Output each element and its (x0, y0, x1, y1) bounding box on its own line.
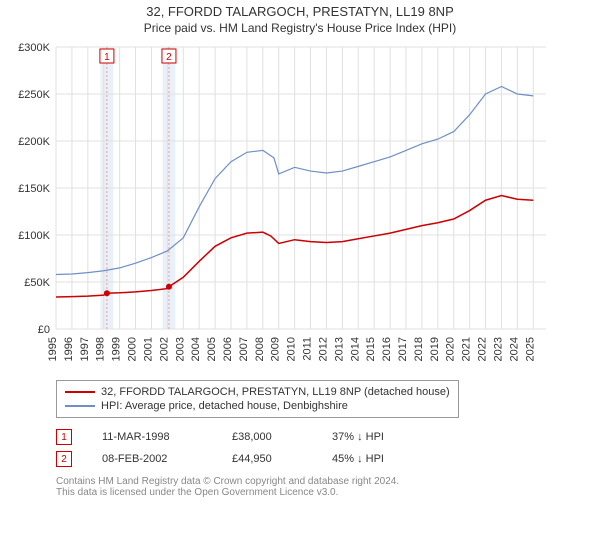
legend-label: HPI: Average price, detached house, Denb… (101, 400, 348, 412)
svg-text:£150K: £150K (18, 183, 50, 195)
svg-text:1996: 1996 (63, 337, 75, 361)
svg-text:1998: 1998 (95, 337, 107, 361)
svg-text:£50K: £50K (24, 277, 50, 289)
svg-text:1999: 1999 (111, 337, 123, 361)
chart-area: £0 £50K £100K £150K £200K £250K £300K 1995 1996 1… (0, 39, 600, 374)
svg-text:£200K: £200K (18, 136, 50, 148)
legend-item-hpi: HPI: Average price, detached house, Denb… (65, 399, 450, 413)
footer-line: Contains HM Land Registry data © Crown c… (56, 476, 600, 487)
svg-text:2017: 2017 (397, 337, 409, 361)
svg-text:2010: 2010 (286, 337, 298, 361)
legend-label: 32, FFORDD TALARGOCH, PRESTATYN, LL19 8N… (101, 386, 450, 398)
footer: Contains HM Land Registry data © Crown c… (56, 476, 600, 498)
svg-text:2016: 2016 (381, 337, 393, 361)
markers-table: 1 11-MAR-1998 £38,000 37% ↓ HPI 2 08-FEB… (56, 426, 600, 470)
svg-text:2001: 2001 (142, 337, 154, 361)
svg-text:2025: 2025 (524, 337, 536, 361)
svg-text:2000: 2000 (127, 337, 139, 361)
marker-price: £44,950 (232, 453, 302, 465)
svg-text:2020: 2020 (445, 337, 457, 361)
marker-badge: 1 (56, 429, 72, 445)
svg-text:2012: 2012 (317, 337, 329, 361)
svg-text:2018: 2018 (413, 337, 425, 361)
footer-line: This data is licensed under the Open Gov… (56, 487, 600, 498)
page-subtitle: Price paid vs. HM Land Registry's House … (0, 19, 600, 39)
svg-text:2: 2 (166, 52, 172, 63)
svg-text:2004: 2004 (190, 337, 202, 361)
table-row: 2 08-FEB-2002 £44,950 45% ↓ HPI (56, 448, 600, 470)
svg-text:2005: 2005 (206, 337, 218, 361)
svg-text:2014: 2014 (349, 337, 361, 361)
svg-text:2013: 2013 (333, 337, 345, 361)
svg-text:2009: 2009 (270, 337, 282, 361)
svg-text:1997: 1997 (79, 337, 91, 361)
marker-pct: 45% ↓ HPI (332, 453, 422, 465)
svg-text:2021: 2021 (461, 337, 473, 361)
legend-swatch (65, 405, 95, 407)
svg-text:£300K: £300K (18, 42, 50, 54)
line-chart: £0 £50K £100K £150K £200K £250K £300K 1995 1996 1… (0, 39, 560, 369)
svg-text:2011: 2011 (302, 337, 314, 361)
svg-text:£250K: £250K (18, 89, 50, 101)
svg-text:2002: 2002 (158, 337, 170, 361)
svg-text:£100K: £100K (18, 230, 50, 242)
marker-price: £38,000 (232, 431, 302, 443)
marker-date: 11-MAR-1998 (102, 431, 202, 443)
svg-text:£0: £0 (38, 324, 50, 336)
marker-date: 08-FEB-2002 (102, 453, 202, 465)
svg-text:2022: 2022 (477, 337, 489, 361)
legend-swatch (65, 391, 95, 393)
svg-text:2023: 2023 (492, 337, 504, 361)
legend: 32, FFORDD TALARGOCH, PRESTATYN, LL19 8N… (56, 380, 459, 418)
table-row: 1 11-MAR-1998 £38,000 37% ↓ HPI (56, 426, 600, 448)
svg-text:2019: 2019 (429, 337, 441, 361)
svg-text:2008: 2008 (254, 337, 266, 361)
svg-text:1: 1 (104, 52, 110, 63)
svg-text:2007: 2007 (238, 337, 250, 361)
svg-text:2015: 2015 (365, 337, 377, 361)
page-title: 32, FFORDD TALARGOCH, PRESTATYN, LL19 8N… (0, 0, 600, 19)
svg-text:2006: 2006 (222, 337, 234, 361)
svg-text:1995: 1995 (47, 337, 59, 361)
svg-text:2003: 2003 (174, 337, 186, 361)
svg-text:2024: 2024 (508, 337, 520, 361)
marker-badge: 2 (56, 451, 72, 467)
marker-pct: 37% ↓ HPI (332, 431, 422, 443)
legend-item-property: 32, FFORDD TALARGOCH, PRESTATYN, LL19 8N… (65, 385, 450, 399)
